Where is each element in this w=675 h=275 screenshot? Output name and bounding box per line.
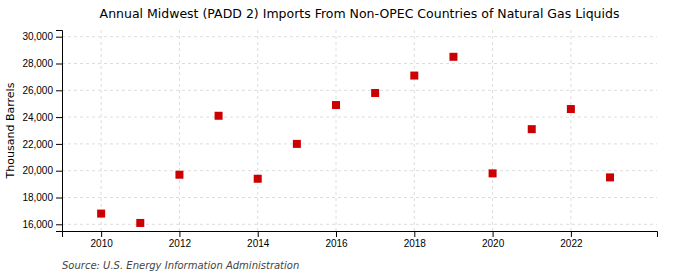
x-tick-label: 2014 (247, 238, 270, 249)
x-tick: 2018 (404, 231, 427, 249)
source-note: Source: U.S. Energy Information Administ… (62, 260, 299, 271)
grid-line-x (336, 30, 337, 231)
x-tick-mark (336, 231, 337, 237)
grid-line-y (62, 90, 657, 91)
y-tick-mark (56, 224, 62, 225)
x-tick: 2010 (91, 231, 114, 249)
y-tick: 26,000 (22, 85, 62, 96)
grid-line-y (62, 36, 657, 37)
grid (62, 30, 657, 231)
y-tick: 28,000 (22, 58, 62, 69)
y-axis: 16,000 18,000 20,000 22,000 24,000 26,000 28,0… (22, 31, 62, 232)
point (175, 171, 183, 179)
grid-line-y (62, 63, 657, 64)
y-tick: 20,000 (22, 165, 62, 176)
grid-line-y (62, 170, 657, 171)
grid-line-y (62, 224, 657, 225)
y-axis-line (56, 31, 63, 232)
y-tick-mark (56, 117, 62, 118)
y-tick: 30,000 (22, 31, 62, 42)
x-tick-label: 2018 (404, 238, 427, 249)
y-tick: 18,000 (22, 192, 62, 203)
y-tick-mark (56, 37, 62, 38)
x-tick: 2014 (247, 231, 270, 249)
title: Annual Midwest (PADD 2) Imports From Non… (100, 6, 620, 21)
y-tick-label: 16,000 (22, 219, 53, 230)
x-tick-label: 2010 (91, 238, 114, 249)
x-axis-line (63, 232, 658, 238)
point (136, 219, 144, 227)
grid-line-x (414, 30, 415, 231)
chart: 2010 2012 2014 2016 2018 2020 2022 16,000 18,000… (0, 0, 675, 275)
y-tick: 24,000 (22, 112, 62, 123)
x-tick: 2012 (169, 231, 192, 249)
x-axis: 2010 2012 2014 2016 2018 2020 2022 (63, 231, 658, 249)
point (489, 169, 497, 177)
x-tick-label: 2016 (325, 238, 348, 249)
grid-line-y (62, 143, 657, 144)
y-tick-label: 30,000 (22, 31, 53, 42)
y-tick-label: 20,000 (22, 165, 53, 176)
x-tick-label: 2012 (169, 238, 192, 249)
grid-line-y (62, 117, 657, 118)
x-tick-mark (179, 231, 180, 237)
point (332, 101, 340, 109)
points (97, 53, 614, 227)
x-tick: 2016 (325, 231, 348, 249)
x-tick-mark (571, 231, 572, 237)
y-tick-label: 18,000 (22, 192, 53, 203)
y-tick: 16,000 (22, 219, 62, 230)
plot: 2010 2012 2014 2016 2018 2020 2022 16,000 18,000… (22, 30, 657, 249)
x-tick: 2022 (560, 231, 583, 249)
point (449, 53, 457, 61)
point (410, 72, 418, 80)
y-tick-label: 24,000 (22, 112, 53, 123)
grid-line-y (62, 197, 657, 198)
point (97, 210, 105, 218)
y-tick-mark (56, 198, 62, 199)
x-tick-label: 2022 (560, 238, 583, 249)
grid-line-x (179, 30, 180, 231)
y-tick-mark (56, 64, 62, 65)
grid-line-x (257, 30, 258, 231)
y-tick-label: 22,000 (22, 139, 53, 150)
point (567, 105, 575, 113)
y-tick-mark (56, 171, 62, 172)
point (606, 173, 614, 181)
grid-line-x (101, 30, 102, 231)
x-tick-mark (258, 231, 259, 237)
y-tick-mark (56, 144, 62, 145)
y-axis-title: Thousand Barrels (4, 82, 17, 179)
point (371, 89, 379, 97)
x-tick: 2020 (482, 231, 505, 249)
point (254, 175, 262, 183)
grid-line-x (492, 30, 493, 231)
point (215, 112, 223, 120)
y-tick: 22,000 (22, 139, 62, 150)
grid-line-x (570, 30, 571, 231)
y-tick-label: 26,000 (22, 85, 53, 96)
x-tick-mark (414, 231, 415, 237)
point (293, 140, 301, 148)
point (528, 125, 536, 133)
x-tick-label: 2020 (482, 238, 505, 249)
x-tick-mark (493, 231, 494, 237)
x-tick-mark (101, 231, 102, 237)
y-tick-mark (56, 90, 62, 91)
y-tick-label: 28,000 (22, 58, 53, 69)
